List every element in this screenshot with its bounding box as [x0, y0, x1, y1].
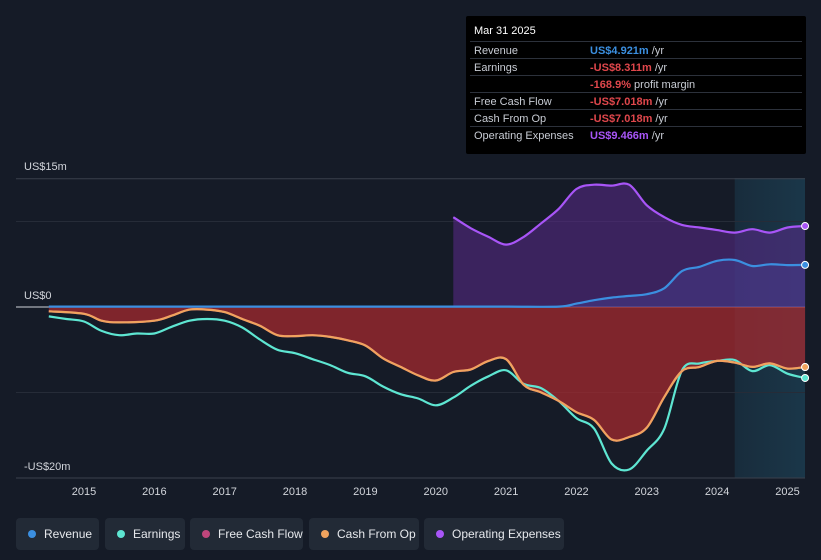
legend-label: Operating Expenses [452, 527, 561, 541]
line-cash-from-op [48, 307, 806, 442]
y-tick-label: US$0 [24, 290, 52, 302]
line-revenue [48, 258, 806, 308]
x-tick-label: 2016 [142, 486, 166, 498]
tooltip-label: Free Cash Flow [474, 96, 552, 108]
tooltip-label: Operating Expenses [474, 130, 574, 142]
y-tick-label: US$15m [24, 161, 67, 173]
legend-label: Earnings [133, 527, 181, 541]
legend-label: Cash From Op [337, 527, 416, 541]
series-lines [48, 182, 806, 472]
x-tick-label: 2024 [705, 486, 729, 498]
x-tick-label: 2017 [212, 486, 236, 498]
tooltip-row-profit-margin: -168.9% profit margin [470, 75, 802, 93]
tooltip-row-earnings: Earnings -US$8.311m /yr [470, 58, 802, 76]
x-tick-label: 2018 [283, 486, 307, 498]
x-tick-label: 2021 [494, 486, 518, 498]
legend-dot [436, 530, 444, 538]
legend-dot [202, 530, 210, 538]
legend-item-earnings[interactable]: Earnings [105, 518, 185, 550]
tooltip-row-free-cash-flow: Free Cash Flow -US$7.018m /yr [470, 92, 802, 110]
legend-dot [117, 530, 125, 538]
legend-label: Free Cash Flow [218, 527, 303, 541]
marker-cash-from-op [801, 363, 810, 372]
tooltip-value: -US$7.018m /yr [590, 96, 668, 108]
area-operating-expenses [453, 183, 806, 307]
tooltip-label: Revenue [474, 45, 519, 57]
marker-earnings [801, 373, 810, 382]
line-operating-expenses [452, 182, 806, 246]
legend-item-operating-expenses[interactable]: Operating Expenses [424, 518, 564, 550]
x-tick-label: 2023 [635, 486, 659, 498]
x-tick-label: 2015 [72, 486, 96, 498]
x-tick-label: 2022 [564, 486, 588, 498]
x-tick-label: 2020 [424, 486, 448, 498]
series-end-markers [801, 222, 810, 382]
x-tick-label: 2019 [353, 486, 377, 498]
tooltip: Mar 31 2025 Revenue US$4.921m /yr Earnin… [466, 16, 806, 154]
x-tick-label: 2025 [775, 486, 799, 498]
tooltip-value: -168.9% profit margin [590, 79, 696, 91]
tooltip-value: -US$7.018m /yr [590, 113, 668, 125]
y-tick-label: -US$20m [24, 461, 70, 473]
legend-item-cash-from-op[interactable]: Cash From Op [309, 518, 419, 550]
tooltip-value: US$4.921m /yr [590, 45, 664, 57]
legend-item-free-cash-flow[interactable]: Free Cash Flow [190, 518, 303, 550]
tooltip-row-revenue: Revenue US$4.921m /yr [470, 41, 802, 59]
tooltip-value: -US$8.311m /yr [590, 62, 668, 74]
marker-revenue [801, 260, 810, 269]
tooltip-date: Mar 31 2025 [474, 25, 536, 37]
legend-label: Revenue [44, 527, 93, 541]
legend-item-revenue[interactable]: Revenue [16, 518, 99, 550]
tooltip-label: Earnings [474, 62, 518, 74]
legend-dot [321, 530, 329, 538]
tooltip-row-cash-from-op: Cash From Op -US$7.018m /yr [470, 109, 802, 127]
area-free-cash-flow [48, 307, 806, 441]
tooltip-value: US$9.466m /yr [590, 130, 664, 142]
tooltip-row-operating-expenses: Operating Expenses US$9.466m /yr [470, 126, 802, 144]
legend-dot [28, 530, 36, 538]
y-axis: US$15m US$0 -US$20m [24, 161, 70, 473]
series-areas [48, 183, 806, 441]
marker-operating-expenses [801, 222, 810, 231]
tooltip-label: Cash From Op [474, 113, 547, 125]
x-axis: 2015 2016 2017 2018 2019 2020 2021 2022 2023 2024… [72, 486, 800, 498]
